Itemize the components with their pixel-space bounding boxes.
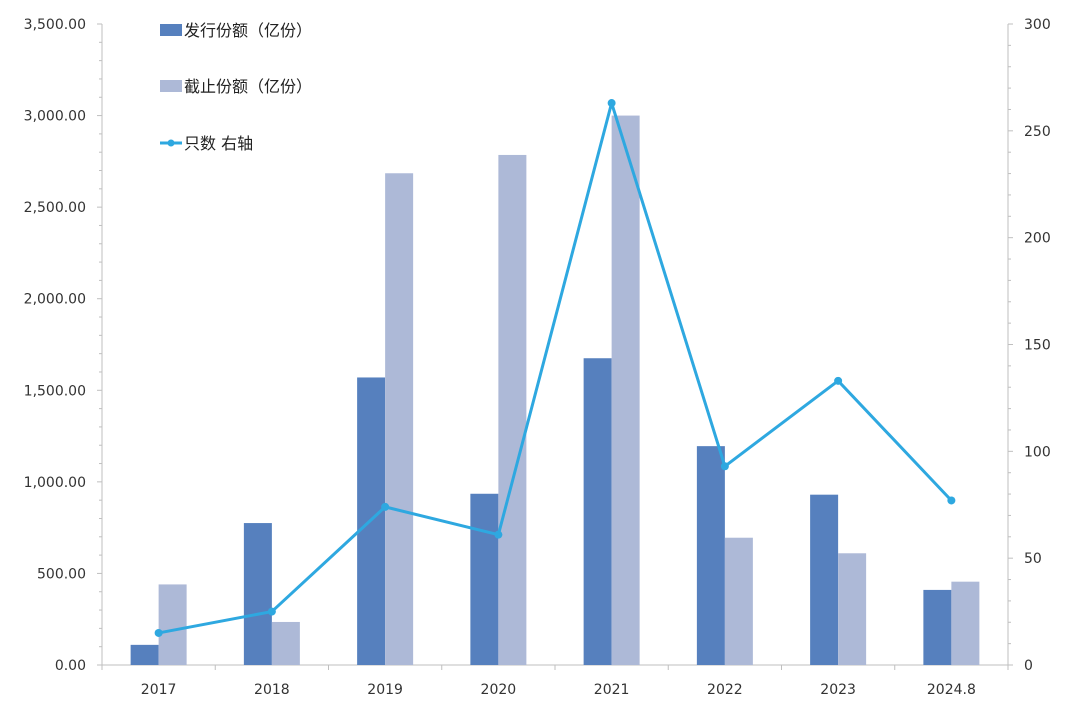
count-point	[381, 502, 390, 511]
legend-label: 只数 右轴	[184, 134, 253, 153]
bar-issued	[130, 644, 159, 665]
bar-issued	[470, 493, 499, 665]
bar-outstanding	[385, 173, 414, 666]
x-tick-label: 2017	[141, 682, 177, 698]
left-tick-label: 1,000.00	[24, 475, 86, 491]
bar-issued	[696, 446, 725, 665]
count-point	[834, 376, 843, 385]
right-tick-label: 250	[1024, 124, 1051, 140]
left-tick-label: 3,500.00	[24, 17, 86, 33]
legend-swatch-count-point	[167, 139, 175, 147]
bar-outstanding	[271, 621, 300, 665]
right-tick-label: 200	[1024, 231, 1051, 247]
right-tick-label: 300	[1024, 17, 1051, 33]
count-line	[158, 101, 953, 635]
x-tick-label: 2018	[254, 682, 290, 698]
count-point	[267, 607, 276, 616]
left-tick-label: 1,500.00	[24, 383, 86, 399]
bar-outstanding	[838, 553, 867, 665]
count-point	[947, 496, 956, 505]
bar-outstanding	[158, 584, 187, 665]
count-point	[720, 462, 729, 471]
right-tick-label: 100	[1024, 444, 1051, 460]
bar-issued	[810, 494, 839, 665]
count-point	[494, 530, 503, 539]
x-tick-label: 2022	[707, 682, 743, 698]
x-tick-label: 2021	[594, 682, 630, 698]
x-tick-label: 2019	[367, 682, 403, 698]
left-tick-label: 500.00	[37, 566, 86, 582]
x-tick-label: 2024.8	[927, 682, 976, 698]
right-tick-label: 0	[1024, 658, 1033, 674]
right-tick-label: 150	[1024, 338, 1051, 354]
bar-outstanding	[724, 537, 753, 665]
count-point	[154, 628, 163, 637]
legend-swatch-outstanding	[160, 80, 182, 92]
legend-swatch-issued	[160, 24, 182, 36]
left-tick-label: 0.00	[55, 658, 86, 674]
left-tick-label: 2,000.00	[24, 292, 86, 308]
bar-outstanding	[611, 115, 640, 666]
left-tick-label: 3,000.00	[24, 109, 86, 125]
legend-label: 发行份额（亿份）	[184, 21, 312, 40]
count-point	[607, 99, 616, 108]
x-tick-label: 2023	[820, 682, 856, 698]
x-tick-label: 2020	[481, 682, 517, 698]
bar-issued	[583, 358, 612, 665]
bar-issued	[243, 523, 272, 665]
left-tick-label: 2,500.00	[24, 200, 86, 216]
right-tick-label: 50	[1024, 551, 1042, 567]
bar-outstanding	[498, 154, 527, 665]
legend-label: 截止份额（亿份）	[184, 77, 312, 96]
bar-issued	[923, 589, 952, 665]
bar-outstanding	[951, 581, 980, 665]
